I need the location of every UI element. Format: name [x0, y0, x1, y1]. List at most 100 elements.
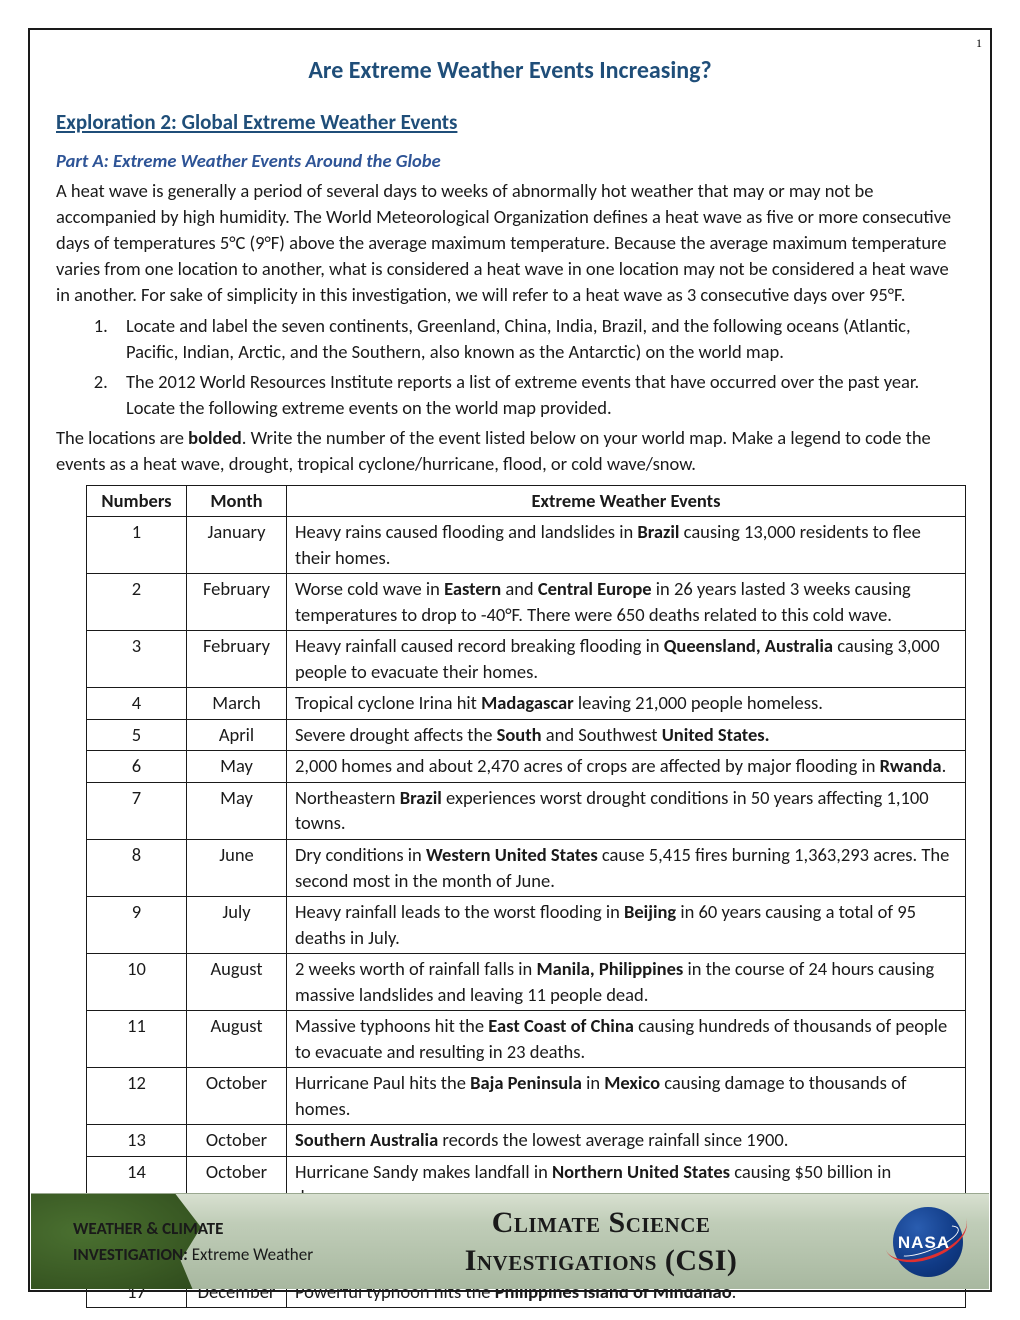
table-header-row: Numbers Month Extreme Weather Events: [87, 485, 966, 517]
header-events: Extreme Weather Events: [287, 485, 966, 517]
cell-number: 3: [87, 631, 187, 688]
legend-pre: The locations are: [56, 426, 188, 449]
cell-number: 11: [87, 1011, 187, 1068]
table-row: 1January Heavy rains caused flooding and …: [87, 517, 966, 574]
event-text: Massive typhoons hit the: [295, 1014, 488, 1037]
cell-number: 2: [87, 574, 187, 631]
cell-event: 2,000 homes and about 2,470 acres of cro…: [287, 751, 966, 783]
cell-event: Heavy rainfall caused record breaking fl…: [287, 631, 966, 688]
cell-month: February: [187, 631, 287, 688]
cell-event: 2 weeks worth of rainfall falls in Manil…: [287, 954, 966, 1011]
cell-number: 5: [87, 719, 187, 751]
cell-month: October: [187, 1068, 287, 1125]
legend-bold: bolded: [188, 426, 242, 449]
event-text: Severe drought affects the: [295, 723, 497, 746]
bold-location: Rwanda: [880, 754, 942, 777]
bold-location: Queensland, Australia: [664, 634, 833, 657]
table-row: 4MarchTropical cyclone Irina hit Madagas…: [87, 688, 966, 720]
table-row: 10August2 weeks worth of rainfall falls …: [87, 954, 966, 1011]
footer-investigation-value: Extreme Weather: [188, 1244, 313, 1265]
table-row: 7MayNortheastern Brazil experiences wors…: [87, 782, 966, 839]
footer-weather-climate: WEATHER & CLIMATE: [73, 1216, 313, 1242]
bold-location: Beijing: [624, 900, 676, 923]
table-row: 11August Massive typhoons hit the East Co…: [87, 1011, 966, 1068]
cell-number: 13: [87, 1125, 187, 1157]
bold-location: Baja Peninsula: [470, 1071, 582, 1094]
bold-location: United States.: [662, 723, 770, 746]
bold-location: South: [497, 723, 542, 746]
instruction-list: Locate and label the seven continents, G…: [112, 313, 964, 421]
event-text: Northeastern: [295, 786, 400, 809]
table-row: 6May2,000 homes and about 2,470 acres of…: [87, 751, 966, 783]
table-row: 3February Heavy rainfall caused record br…: [87, 631, 966, 688]
table-row: 13OctoberSouthern Australia records the …: [87, 1125, 966, 1157]
cell-month: August: [187, 954, 287, 1011]
footer-center-line2: Investigations (CSI): [313, 1242, 889, 1280]
cell-month: October: [187, 1125, 287, 1157]
footer-center-line1: Climate Science: [313, 1204, 889, 1242]
instruction-item: Locate and label the seven continents, G…: [112, 313, 964, 365]
table-row: 12October Hurricane Paul hits the Baja Pe…: [87, 1068, 966, 1125]
part-title: Part A: Extreme Weather Events Around th…: [56, 149, 964, 172]
event-text: Hurricane Sandy makes landfall in: [295, 1160, 552, 1183]
footer-investigation-label: INVESTIGATION:: [73, 1244, 188, 1265]
nasa-logo: NASA: [889, 1203, 967, 1281]
cell-month: July: [187, 897, 287, 954]
header-numbers: Numbers: [87, 485, 187, 517]
bold-location: Western United States: [426, 843, 598, 866]
cell-number: 9: [87, 897, 187, 954]
event-text: Heavy rains caused flooding and landslid…: [295, 520, 637, 543]
bold-location: Northern United States: [552, 1160, 730, 1183]
nasa-text: NASA: [889, 1233, 959, 1253]
footer-banner: WEATHER & CLIMATE INVESTIGATION: Extreme…: [31, 1193, 989, 1289]
cell-event: Worse cold wave in Eastern and Central E…: [287, 574, 966, 631]
bold-location: Eastern: [444, 577, 501, 600]
cell-month: May: [187, 782, 287, 839]
footer-center-title: Climate Science Investigations (CSI): [313, 1204, 889, 1279]
event-text: Heavy rainfall caused record breaking fl…: [295, 634, 664, 657]
intro-paragraph: A heat wave is generally a period of sev…: [56, 178, 964, 307]
events-table: Numbers Month Extreme Weather Events 1Ja…: [86, 485, 966, 1308]
legend-paragraph: The locations are bolded. Write the numb…: [56, 425, 964, 477]
bold-location: Southern Australia: [295, 1128, 438, 1151]
bold-location: Manila, Philippines: [536, 957, 683, 980]
footer-left-block: WEATHER & CLIMATE INVESTIGATION: Extreme…: [73, 1216, 313, 1267]
page-number: 1: [976, 36, 982, 51]
event-text: Heavy rainfall leads to the worst floodi…: [295, 900, 624, 923]
table-row: 8JuneDry conditions in Western United St…: [87, 839, 966, 896]
cell-number: 1: [87, 517, 187, 574]
bold-location: Brazil: [400, 786, 442, 809]
event-text: and Southwest: [542, 723, 662, 746]
event-text: records the lowest average rainfall sinc…: [438, 1128, 788, 1151]
cell-month: February: [187, 574, 287, 631]
event-text: Dry conditions in: [295, 843, 426, 866]
cell-number: 12: [87, 1068, 187, 1125]
bold-location: East Coast of China: [488, 1014, 634, 1037]
cell-month: January: [187, 517, 287, 574]
cell-number: 6: [87, 751, 187, 783]
table-row: 2FebruaryWorse cold wave in Eastern and …: [87, 574, 966, 631]
event-text: in: [582, 1071, 604, 1094]
cell-number: 7: [87, 782, 187, 839]
table-row: 9July Heavy rainfall leads to the worst f…: [87, 897, 966, 954]
cell-number: 10: [87, 954, 187, 1011]
cell-event: Tropical cyclone Irina hit Madagascar le…: [287, 688, 966, 720]
bold-location: Central Europe: [538, 577, 652, 600]
cell-month: March: [187, 688, 287, 720]
cell-event: Dry conditions in Western United States …: [287, 839, 966, 896]
cell-month: August: [187, 1011, 287, 1068]
footer-investigation-line: INVESTIGATION: Extreme Weather: [73, 1242, 313, 1268]
bold-location: Mexico: [604, 1071, 660, 1094]
cell-month: April: [187, 719, 287, 751]
event-text: leaving 21,000 people homeless.: [574, 691, 823, 714]
bold-location: Madagascar: [481, 691, 574, 714]
cell-month: June: [187, 839, 287, 896]
event-text: Hurricane Paul hits the: [295, 1071, 470, 1094]
cell-event: Southern Australia records the lowest av…: [287, 1125, 966, 1157]
cell-month: May: [187, 751, 287, 783]
event-text: 2 weeks worth of rainfall falls in: [295, 957, 536, 980]
exploration-title: Exploration 2: Global Extreme Weather Ev…: [56, 109, 964, 135]
main-title: Are Extreme Weather Events Increasing?: [56, 56, 964, 85]
event-text: Tropical cyclone Irina hit: [295, 691, 481, 714]
event-text: and: [501, 577, 538, 600]
